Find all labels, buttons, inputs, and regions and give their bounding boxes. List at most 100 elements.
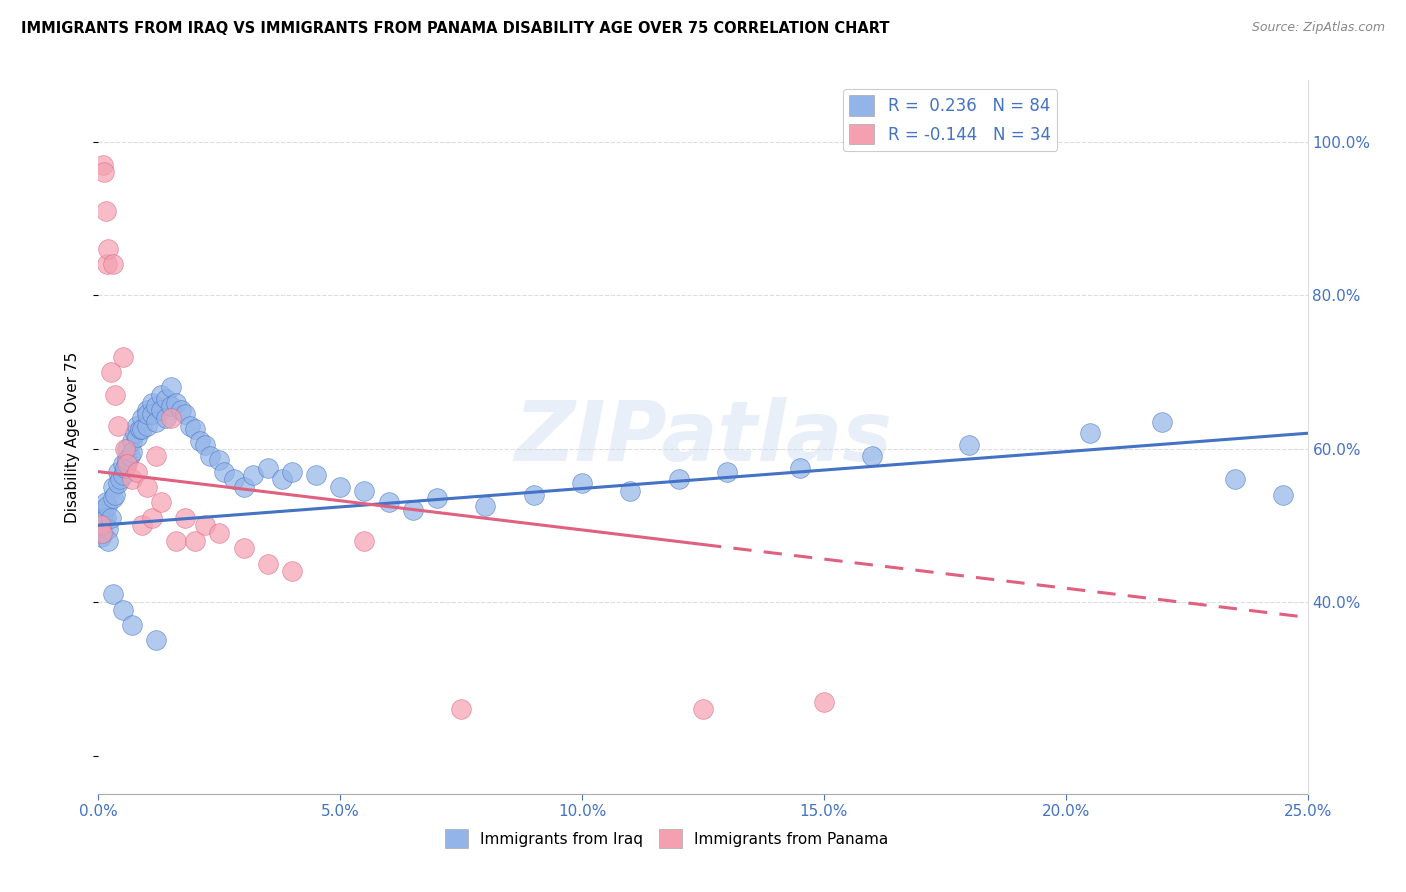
Text: ZIPatlas: ZIPatlas: [515, 397, 891, 477]
Point: [150, 403, 173, 417]
Point: [1272, 488, 1295, 502]
Point: [107, 476, 129, 491]
Point: [121, 618, 143, 632]
Point: [160, 410, 183, 425]
Point: [789, 460, 811, 475]
Point: [194, 518, 217, 533]
Point: [96, 257, 118, 271]
Point: [668, 472, 690, 486]
Point: [111, 603, 134, 617]
Point: [104, 388, 127, 402]
Point: [114, 460, 136, 475]
Point: [174, 407, 197, 421]
Point: [91, 526, 114, 541]
Point: [91, 158, 114, 172]
Point: [222, 472, 245, 486]
Point: [184, 422, 207, 436]
Point: [127, 430, 149, 444]
Point: [716, 465, 738, 479]
Point: [232, 480, 254, 494]
Point: [107, 465, 129, 479]
Point: [194, 438, 217, 452]
Point: [101, 257, 124, 271]
Point: [131, 422, 153, 436]
Point: [121, 472, 143, 486]
Point: [117, 453, 139, 467]
Point: [165, 533, 187, 548]
Point: [117, 457, 139, 471]
Point: [90, 518, 112, 533]
Y-axis label: Disability Age Over 75: Disability Age Over 75: [65, 351, 80, 523]
Point: [100, 365, 122, 379]
Text: IMMIGRANTS FROM IRAQ VS IMMIGRANTS FROM PANAMA DISABILITY AGE OVER 75 CORRELATIO: IMMIGRANTS FROM IRAQ VS IMMIGRANTS FROM …: [21, 21, 890, 36]
Point: [94, 510, 117, 524]
Point: [131, 518, 153, 533]
Point: [127, 418, 149, 433]
Point: [141, 407, 163, 421]
Point: [957, 438, 980, 452]
Point: [135, 418, 157, 433]
Point: [128, 422, 150, 436]
Point: [402, 503, 425, 517]
Point: [90, 530, 112, 544]
Legend: Immigrants from Iraq, Immigrants from Panama: Immigrants from Iraq, Immigrants from Pa…: [439, 823, 894, 854]
Point: [271, 472, 294, 486]
Point: [474, 499, 496, 513]
Point: [450, 702, 472, 716]
Point: [121, 445, 143, 459]
Point: [145, 415, 167, 429]
Point: [523, 488, 546, 502]
Point: [174, 510, 197, 524]
Point: [571, 476, 593, 491]
Point: [124, 426, 146, 441]
Point: [353, 533, 375, 548]
Point: [111, 350, 134, 364]
Point: [145, 633, 167, 648]
Point: [93, 165, 115, 179]
Point: [305, 468, 328, 483]
Point: [127, 465, 149, 479]
Point: [426, 491, 449, 506]
Point: [91, 507, 114, 521]
Point: [104, 488, 127, 502]
Point: [860, 450, 883, 464]
Point: [145, 450, 167, 464]
Point: [692, 702, 714, 716]
Point: [101, 480, 124, 494]
Point: [145, 400, 167, 414]
Point: [118, 450, 141, 464]
Point: [184, 533, 207, 548]
Point: [150, 495, 173, 509]
Point: [256, 557, 278, 571]
Point: [121, 434, 143, 448]
Point: [90, 518, 112, 533]
Point: [94, 203, 117, 218]
Point: [97, 522, 120, 536]
Point: [96, 499, 118, 513]
Point: [111, 468, 134, 483]
Point: [160, 400, 183, 414]
Point: [813, 695, 835, 709]
Point: [1078, 426, 1101, 441]
Point: [97, 533, 120, 548]
Text: Source: ZipAtlas.com: Source: ZipAtlas.com: [1251, 21, 1385, 34]
Point: [329, 480, 352, 494]
Point: [169, 403, 191, 417]
Point: [107, 418, 129, 433]
Point: [135, 480, 157, 494]
Point: [150, 388, 173, 402]
Point: [256, 460, 278, 475]
Point: [100, 510, 122, 524]
Point: [141, 395, 163, 409]
Point: [93, 515, 115, 529]
Point: [101, 491, 124, 506]
Point: [108, 472, 131, 486]
Point: [111, 457, 134, 471]
Point: [353, 483, 375, 498]
Point: [281, 565, 304, 579]
Point: [141, 510, 163, 524]
Point: [165, 395, 187, 409]
Point: [94, 495, 117, 509]
Point: [97, 242, 120, 256]
Point: [1152, 415, 1174, 429]
